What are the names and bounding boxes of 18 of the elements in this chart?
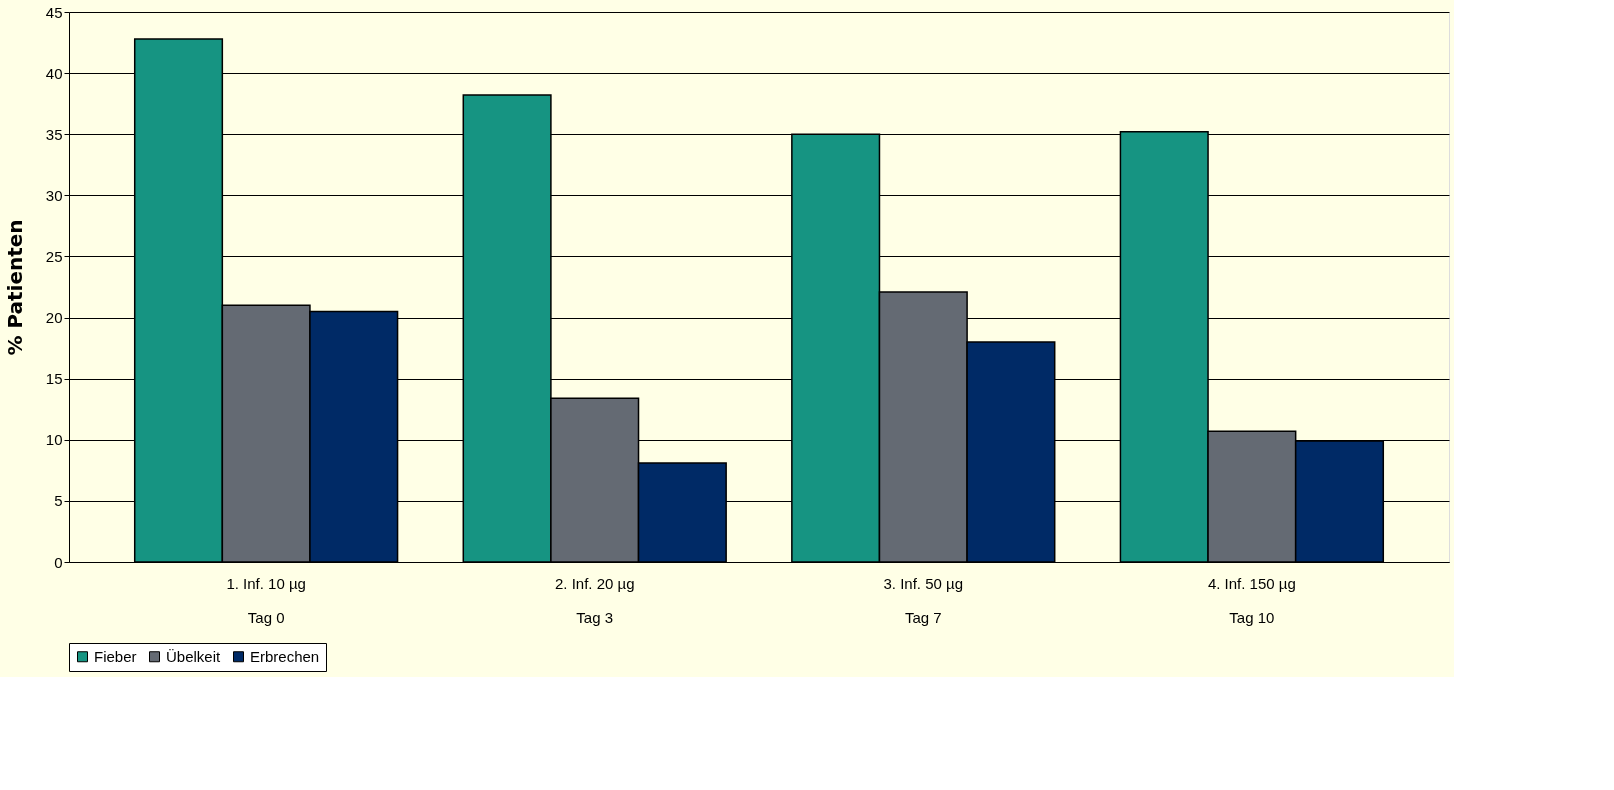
legend-label: Erbrechen [250, 647, 320, 665]
y-axis-title: % Patienten [2, 219, 27, 356]
x-tick-label: 4. Inf. 150 µg Tag 10 [1207, 574, 1296, 626]
y-tick-label: 0 [54, 553, 63, 571]
y-tick-label: 15 [45, 370, 63, 388]
y-tick-label: 20 [45, 309, 63, 327]
y-tick-label: 45 [45, 3, 63, 21]
legend-label: Fieber [94, 647, 137, 665]
y-tick-label: 40 [45, 64, 63, 82]
x-tick-label: 3. Inf. 50 µg Tag 7 [883, 574, 964, 626]
y-tick-label: 30 [45, 186, 63, 204]
y-tick-label: 25 [45, 247, 63, 265]
y-tick-label: 10 [45, 431, 63, 449]
x-tick-label: 1. Inf. 10 µg Tag 0 [226, 574, 306, 626]
y-tick-label: 35 [45, 125, 63, 143]
y-tick-label: 5 [54, 492, 63, 510]
legend-label: Übelkeit [166, 647, 222, 665]
x-tick-label: 2. Inf. 20 µg Tag 3 [554, 574, 635, 626]
